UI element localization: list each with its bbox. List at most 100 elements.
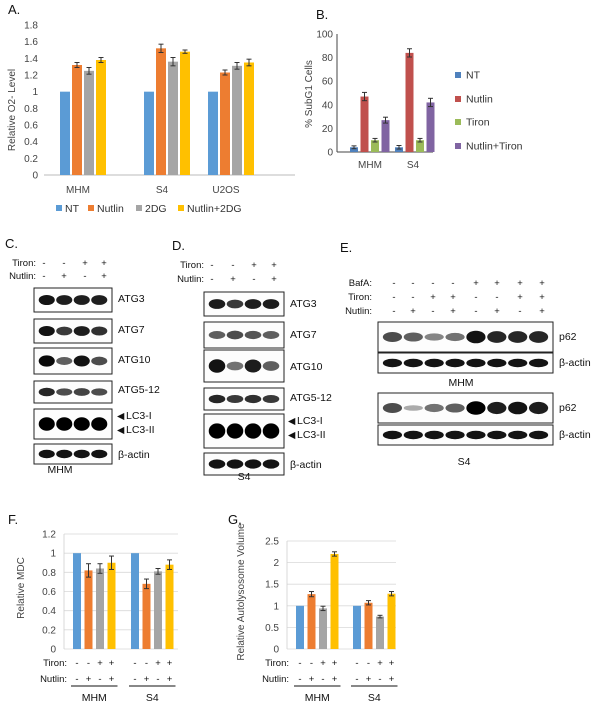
bar-f-s4-s3 xyxy=(165,564,174,649)
panel-a-categories: MHM S4 U2OS xyxy=(66,185,240,196)
treatment-sign: + xyxy=(251,260,257,271)
treatment-sign: + xyxy=(271,274,277,285)
blot-d-3-lane-2 xyxy=(244,394,262,404)
treatment-label-g: Nutlin: xyxy=(262,674,289,685)
blot-e-p62-s4-lane-7 xyxy=(528,401,549,415)
treatment-sign: - xyxy=(411,292,414,303)
blot-d-5-lane-3 xyxy=(262,459,280,469)
treatment-sign: - xyxy=(83,271,86,282)
treatment-sign-g: - xyxy=(378,674,381,685)
blot-e-actin-s4-lane-2 xyxy=(424,430,444,440)
treatment-sign: - xyxy=(451,278,454,289)
treatment-label: Nutlin: xyxy=(177,274,204,285)
blot-e-p62-mhm-lane-4 xyxy=(466,330,486,344)
blot-c-1-lane-0 xyxy=(38,325,55,337)
panel-e-treatments: BafA: - - - - + + + + Tiron: - - + + - - + + Nutlin: - + - + - +… xyxy=(345,278,545,317)
panel-a-bars xyxy=(60,43,254,176)
blot-c-0-lane-2 xyxy=(73,295,90,305)
ytick-f: 1.2 xyxy=(42,530,56,541)
treatment-sign: + xyxy=(61,271,67,282)
treatment-sign-g: + xyxy=(366,674,372,685)
blot-e-p62-s4-lane-2 xyxy=(424,403,444,413)
blot-e-p62-mhm-lane-0 xyxy=(382,332,403,342)
blot-c-0-lane-0 xyxy=(38,294,55,306)
blot-c-1-lane-1 xyxy=(56,326,73,336)
band-label-c: ATG10 xyxy=(118,354,151,366)
band-label-c: ATG7 xyxy=(118,324,145,336)
legend-swatch-b xyxy=(455,119,461,125)
panel-a-ylabel: Relative O2- Level xyxy=(7,69,18,151)
treatment-sign: + xyxy=(101,258,107,269)
blot-c-5 xyxy=(33,443,113,465)
ytick-g: 2 xyxy=(273,558,279,569)
blot-d-5 xyxy=(203,452,285,476)
blot-d-0-lane-0 xyxy=(208,299,226,309)
bar-g-s4-s0 xyxy=(353,605,361,649)
panel-a-y-ticks: 0 0.2 0.4 0.6 0.8 1 1.2 1.4 1.6 1.8 xyxy=(24,21,38,182)
ytick-f: 0.2 xyxy=(42,625,56,636)
blot-e-p62-mhm-lane-7 xyxy=(528,331,549,343)
ytick-a: 0.2 xyxy=(24,154,38,165)
treatment-sign: + xyxy=(82,258,88,269)
panel-b-categories: MHM S4 xyxy=(358,160,419,171)
blot-e-actin-s4-lane-3 xyxy=(445,430,465,440)
blot-e-actin-s4-lane-5 xyxy=(487,430,507,440)
treatment-sign: + xyxy=(450,292,456,303)
ytick-a: 0.6 xyxy=(24,121,38,132)
category-b: S4 xyxy=(407,160,420,171)
ytick-a: 1 xyxy=(32,87,38,98)
blot-e-p62-s4-lane-6 xyxy=(508,401,528,415)
blot-d-1-lane-0 xyxy=(208,331,226,339)
band-label-c: ATG3 xyxy=(118,293,145,305)
category-g: S4 xyxy=(368,692,381,704)
treatment-sign: - xyxy=(210,274,213,285)
panel-e-cell-line-1: MHM xyxy=(448,377,473,389)
treatment-sign-g: + xyxy=(389,658,395,669)
blot-e-actin-s4-lane-6 xyxy=(508,430,528,440)
treatment-sign: - xyxy=(210,260,213,271)
treatment-sign: - xyxy=(231,260,234,271)
bar-b-mhm-s2 xyxy=(371,140,379,152)
bar-a-u2os-s1 xyxy=(220,72,230,175)
bar-b-s4-s0 xyxy=(395,147,403,152)
blot-e-p62-mhm-lane-2 xyxy=(424,333,444,341)
treatment-sign: + xyxy=(517,278,523,289)
treatment-sign-f: + xyxy=(109,674,115,685)
blot-c-3 xyxy=(33,380,113,404)
treatment-sign-g: + xyxy=(377,658,383,669)
band-label-d: ATG5-12 xyxy=(290,392,332,404)
blot-c-5-lane-0 xyxy=(38,449,55,459)
panel-e: E. BafA: - - - - + + + + Tiron: - - + + - - + + Nutlin: - + -… xyxy=(340,240,591,468)
bar-b-s4-s2 xyxy=(416,140,424,152)
treatment-sign: + xyxy=(494,278,500,289)
treatment-sign-f: + xyxy=(86,674,92,685)
blot-e-actin-s4-lane-4 xyxy=(466,430,486,440)
treatment-label: BafA: xyxy=(349,278,372,289)
blot-d-3-lane-0 xyxy=(208,394,226,404)
treatment-sign-f: + xyxy=(167,658,173,669)
blot-e-actin-mhm-lane-5 xyxy=(487,358,507,368)
bar-b-mhm-s3 xyxy=(381,120,390,152)
blot-d-4-lane-2 xyxy=(244,423,262,439)
blot-e-actin-mhm-lane-3 xyxy=(445,358,465,368)
treatment-sign: - xyxy=(62,258,65,269)
treatment-label-f: Tiron: xyxy=(43,658,67,669)
category-f: S4 xyxy=(146,692,159,704)
treatment-sign: + xyxy=(517,292,523,303)
category-a: MHM xyxy=(66,185,90,196)
blot-d-2-lane-0 xyxy=(208,359,226,373)
panel-d-treatments: Tiron: - - + +Nutlin: - + - + xyxy=(177,260,277,285)
panel-a-legend: NT Nutlin 2DG Nutlin+2DG xyxy=(56,203,242,215)
legend-label-a: 2DG xyxy=(145,203,167,215)
treatment-sign-f: - xyxy=(145,658,148,669)
panel-b-bars xyxy=(350,48,435,152)
band-label-d: ATG10 xyxy=(290,361,323,373)
band-label-d: β-actin xyxy=(290,459,322,471)
bar-a-s4-s1 xyxy=(156,48,166,176)
ytick-g: 2.5 xyxy=(265,537,279,548)
treatment-sign: - xyxy=(495,292,498,303)
bars-g xyxy=(296,551,396,649)
treatment-sign-g: - xyxy=(355,674,358,685)
panel-e-cell-line-2: S4 xyxy=(458,456,471,468)
